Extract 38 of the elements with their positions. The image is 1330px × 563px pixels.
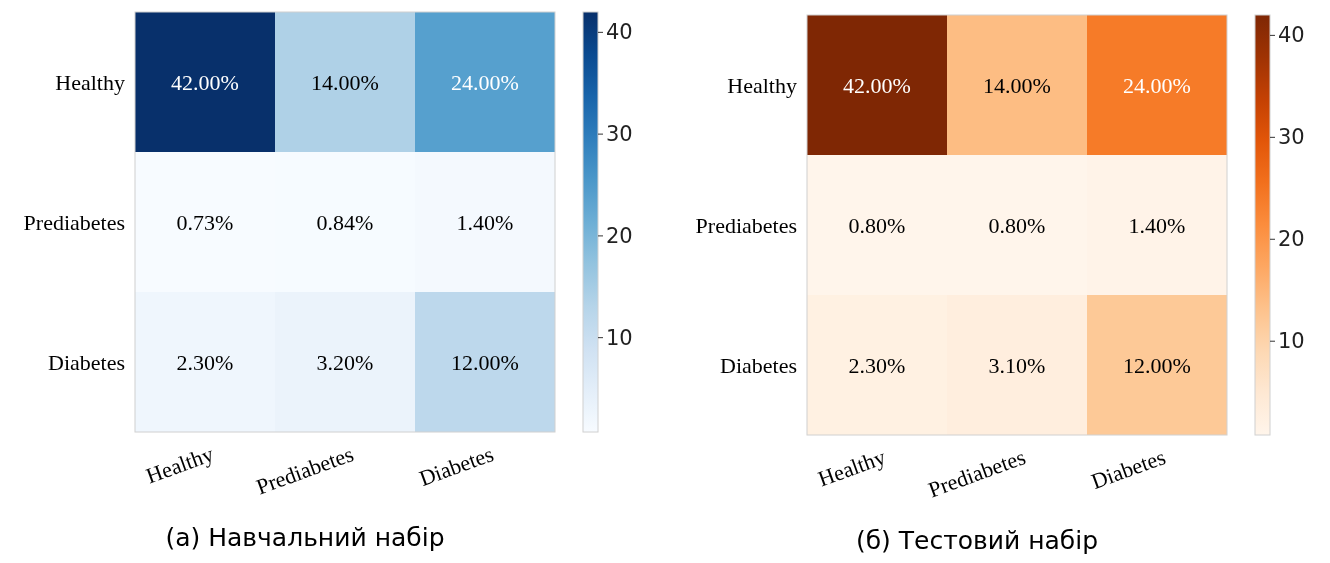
- data-label: 42.00%: [171, 69, 239, 95]
- data-label: 42.00%: [843, 72, 911, 98]
- x-tick-label: Diabetes: [415, 441, 497, 492]
- x-tick-label: Healthy: [814, 444, 889, 492]
- y-tick-label: Prediabetes: [695, 212, 797, 238]
- y-tick-label: Prediabetes: [23, 209, 125, 235]
- data-label: 2.30%: [848, 352, 906, 378]
- color-bar-label: 10: [1278, 329, 1305, 354]
- data-label: 3.10%: [988, 352, 1046, 378]
- data-label: 0.80%: [848, 212, 906, 238]
- data-label: 0.73%: [176, 209, 234, 235]
- data-label: 0.80%: [988, 212, 1046, 238]
- y-tick-label: Healthy: [727, 72, 797, 98]
- data-label: 24.00%: [451, 69, 519, 95]
- text: (a) Навчальний набір: [165, 523, 445, 552]
- color-bar-label: 20: [606, 223, 633, 248]
- color-bar-label: 30: [1278, 125, 1305, 150]
- text: (б) Тестовий набір: [855, 526, 1099, 555]
- data-label: 1.40%: [456, 209, 514, 235]
- y-tick-label: Diabetes: [48, 349, 125, 375]
- color-bar-label: 40: [1278, 23, 1305, 48]
- x-tick-label: Diabetes: [1087, 444, 1169, 495]
- data-label: 14.00%: [983, 72, 1051, 98]
- data-label: 2.30%: [176, 349, 234, 375]
- x-tick-label: Healthy: [142, 441, 217, 489]
- data-label: 12.00%: [451, 349, 519, 375]
- y-tick-label: Healthy: [55, 69, 125, 95]
- data-label: 12.00%: [1123, 352, 1191, 378]
- data-label: 3.20%: [316, 349, 374, 375]
- color-bar-label: 20: [1278, 227, 1305, 252]
- data-label: 14.00%: [311, 69, 379, 95]
- data-label: 24.00%: [1123, 72, 1191, 98]
- color-bar-label: 40: [606, 20, 633, 45]
- y-tick-label: Diabetes: [720, 352, 797, 378]
- data-label: 1.40%: [1128, 212, 1186, 238]
- data-label: 0.84%: [316, 209, 374, 235]
- color-bar-label: 10: [606, 325, 633, 350]
- color-bar-label: 30: [606, 122, 633, 147]
